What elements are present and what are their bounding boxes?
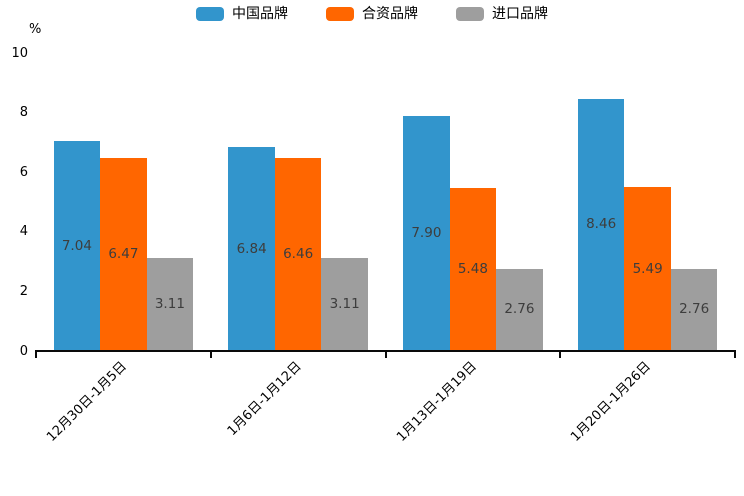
bar-value-label: 2.76 — [679, 301, 710, 318]
bar-value-label: 6.46 — [283, 246, 314, 263]
bar-value-label: 2.76 — [504, 301, 535, 318]
y-tick-label: 4 — [19, 224, 28, 240]
x-axis-tick — [209, 352, 212, 358]
x-tick-label: 12月30日-1月5日 — [44, 359, 130, 445]
x-axis-tick — [35, 352, 37, 358]
y-tick-label: 10 — [11, 45, 28, 61]
bar — [403, 115, 450, 351]
legend-swatch-icon — [456, 7, 484, 21]
legend-label: 进口品牌 — [492, 6, 548, 22]
y-tick-label: 0 — [19, 343, 28, 359]
x-tick-label: 1月13日-1月19日 — [393, 359, 480, 445]
bar-value-label: 8.46 — [586, 216, 617, 233]
x-axis-tick — [559, 352, 562, 358]
bar — [496, 268, 543, 351]
legend-label: 中国品牌 — [232, 6, 288, 22]
bar-value-label: 3.11 — [329, 296, 360, 313]
bar-value-label: 6.47 — [108, 246, 139, 263]
y-axis-unit-label: % — [29, 22, 42, 37]
bar-value-label: 3.11 — [154, 296, 185, 313]
x-tick-label: 1月20日-1月26日 — [568, 359, 655, 445]
legend-swatch-icon — [326, 7, 354, 21]
bar-value-label: 5.49 — [632, 260, 663, 277]
bar — [577, 98, 625, 351]
bar-value-label: 5.48 — [457, 260, 488, 277]
chart-legend: 中国品牌 合资品牌 进口品牌 — [0, 7, 744, 21]
bar — [670, 268, 718, 351]
legend-item: 进口品牌 — [456, 7, 548, 21]
bar-value-label: 7.04 — [61, 237, 92, 254]
bar — [100, 158, 147, 351]
legend-swatch-icon — [196, 7, 224, 21]
bar — [146, 258, 194, 351]
x-tick-label: 1月6日-1月12日 — [224, 359, 305, 439]
bar — [53, 141, 101, 351]
bar-value-label: 7.90 — [411, 224, 442, 241]
legend-label: 合资品牌 — [362, 6, 418, 22]
y-tick-label: 2 — [19, 283, 28, 299]
x-axis-tick — [384, 352, 387, 358]
y-tick-label: 6 — [19, 164, 28, 180]
bar-value-label: 6.84 — [236, 240, 267, 257]
y-tick-label: 8 — [19, 105, 28, 121]
bar — [274, 158, 322, 351]
legend-item: 中国品牌 — [196, 7, 288, 21]
legend-item: 合资品牌 — [326, 7, 418, 21]
bar — [321, 258, 368, 351]
bar — [228, 147, 275, 351]
bar — [624, 187, 671, 351]
x-axis-line — [35, 350, 736, 352]
x-axis-tick — [734, 352, 736, 358]
bar — [449, 187, 497, 351]
